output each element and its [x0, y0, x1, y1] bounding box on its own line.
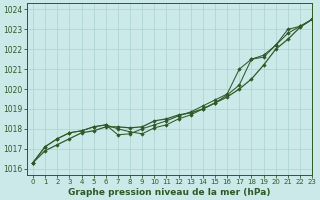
X-axis label: Graphe pression niveau de la mer (hPa): Graphe pression niveau de la mer (hPa)	[68, 188, 271, 197]
